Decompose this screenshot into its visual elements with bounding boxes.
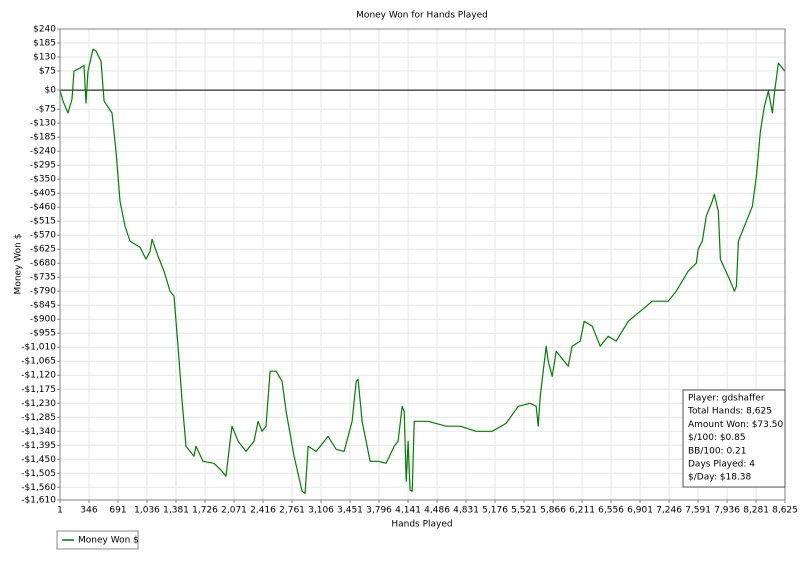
y-tick-label: $75	[39, 67, 56, 77]
legend-label: Money Won $	[78, 536, 139, 546]
info-line: $/Day: $18.38	[688, 473, 752, 483]
x-tick-label: 3,106	[308, 506, 334, 516]
legend: Money Won $	[56, 530, 139, 550]
y-tick-label: -$1,230	[21, 399, 56, 409]
x-tick-label: 1,036	[134, 506, 160, 516]
y-tick-label: -$735	[30, 273, 56, 283]
y-tick-label: -$1,340	[21, 427, 56, 437]
y-tick-label: -$1,450	[21, 455, 56, 465]
y-tick-label: $130	[33, 53, 56, 63]
y-tick-label: -$1,065	[21, 357, 56, 367]
x-tick-label: 691	[109, 506, 126, 516]
x-tick-label: 8,625	[772, 506, 798, 516]
chart-title: Money Won for Hands Played	[356, 11, 488, 21]
x-tick-label: 8,281	[743, 506, 769, 516]
info-box-frame	[682, 389, 786, 488]
x-tick-label: 6,901	[627, 506, 653, 516]
info-line: Days Played: 4	[688, 460, 755, 470]
x-tick-label: 4,486	[424, 506, 450, 516]
y-tick-label: -$405	[30, 189, 56, 199]
x-tick-label: 5,866	[540, 506, 566, 516]
y-tick-label: -$240	[30, 147, 56, 157]
x-axis-label: Hands Played	[391, 520, 452, 530]
y-tick-label: $0	[45, 86, 57, 96]
y-tick-label: -$955	[30, 329, 56, 339]
y-tick-label: -$900	[30, 315, 56, 325]
y-tick-label: -$75	[36, 105, 56, 115]
y-tick-label: -$1,560	[21, 483, 56, 493]
y-tick-label: -$185	[30, 133, 56, 143]
info-line: Player: gdshaffer	[688, 394, 765, 404]
x-tick-label: 6,211	[569, 506, 595, 516]
x-tick-label: 346	[80, 506, 97, 516]
y-tick-label: -$790	[30, 287, 56, 297]
x-tick-label: 3,796	[366, 506, 392, 516]
y-tick-label: $240	[33, 25, 56, 35]
y-tick-label: -$460	[30, 203, 56, 213]
y-tick-label: -$1,610	[21, 496, 56, 506]
x-tick-label: 5,176	[482, 506, 508, 516]
y-tick-label: -$1,505	[21, 469, 56, 479]
x-tick-label: 2,416	[250, 506, 276, 516]
plot	[59, 48, 786, 494]
y-tick-label: -$680	[30, 259, 56, 269]
x-tick-label: 1	[57, 506, 63, 516]
y-tick-label: -$570	[30, 231, 56, 241]
y-tick-label: -$1,285	[21, 413, 56, 423]
y-tick-label: -$1,395	[21, 441, 56, 451]
info-line: $/100: $0.85	[688, 433, 746, 443]
legend-frame	[56, 530, 139, 550]
plot-border	[59, 28, 786, 501]
y-tick-label: -$1,120	[21, 371, 56, 381]
y-tick-label: -$845	[30, 301, 56, 311]
x-tick-label: 7,591	[685, 506, 711, 516]
x-tick-label: 7,246	[656, 506, 682, 516]
y-tick-label: -$1,175	[21, 385, 56, 395]
info-box: Player: gdshaffer Total Hands: 8,625 Amoun…	[682, 389, 786, 488]
x-tick-label: 5,521	[511, 506, 537, 516]
info-line: BB/100: 0.21	[688, 446, 747, 456]
x-tick-label: 4,141	[395, 506, 421, 516]
y-tick-label: -$515	[30, 217, 56, 227]
x-tick-label: 2,071	[221, 506, 247, 516]
y-tick-label: $185	[33, 39, 56, 49]
y-tick-label: -$295	[30, 161, 56, 171]
x-tick-label: 3,451	[337, 506, 363, 516]
y-tick-label: -$625	[30, 245, 56, 255]
x-tick-label: 4,831	[453, 506, 479, 516]
y-axis-label: Money Won $	[14, 234, 24, 295]
data-line	[59, 48, 786, 494]
y-tick-label: -$350	[30, 175, 56, 185]
y-tick-label: -$1,010	[21, 343, 56, 353]
x-tick-label: 7,936	[714, 506, 740, 516]
x-tick-label: 1,726	[192, 506, 218, 516]
info-line: Total Hands: 8,625	[687, 407, 772, 417]
x-tick-label: 1,381	[163, 506, 189, 516]
y-tick-label: -$130	[30, 119, 56, 129]
info-line: Amount Won: $73.50	[688, 420, 783, 430]
x-tick-label: 6,556	[598, 506, 624, 516]
x-tick-label: 2,761	[279, 506, 305, 516]
